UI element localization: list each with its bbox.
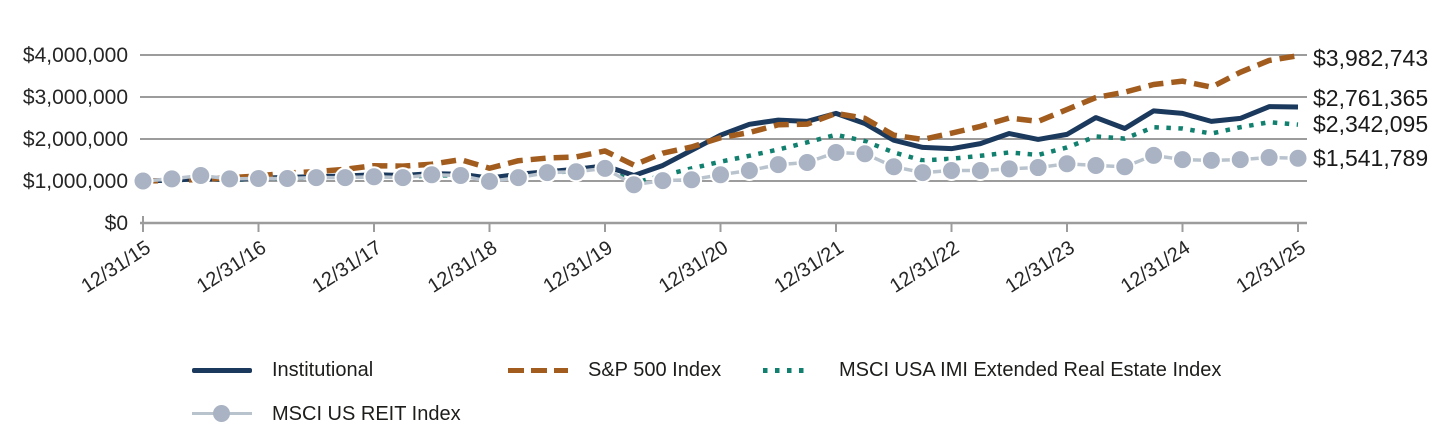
sp500-line-swatch [508, 367, 568, 373]
chart-plot-area: $0 $1,000,000 $2,000,000 $3,000,000 $4,000,0… [23, 44, 1428, 298]
reit-marker [479, 170, 500, 192]
reit-marker [1172, 149, 1193, 171]
reit-marker [536, 162, 558, 184]
reit-marker [334, 167, 356, 189]
reit-marker [421, 164, 443, 186]
msci-imi-line-swatch [763, 367, 811, 373]
reit-marker [507, 167, 529, 189]
reit-marker [1200, 149, 1222, 171]
reit-marker [796, 152, 818, 174]
series-end-value-label: $3,982,743 [1313, 45, 1428, 71]
reit-marker [363, 166, 385, 188]
reit-marker [1229, 149, 1251, 171]
msci-reit-line-swatch [192, 405, 252, 423]
legend-item-institutional: Institutional [192, 358, 373, 382]
reit-marker [825, 141, 847, 163]
reit-marker [1085, 154, 1107, 176]
legend-item-msci-imi: MSCI USA IMI Extended Real Estate Index [763, 358, 1221, 382]
legend-label-msci-imi: MSCI USA IMI Extended Real Estate Index [839, 358, 1222, 381]
reit-marker [219, 168, 241, 190]
x-axis-tick-label: 12/31/22 [886, 237, 963, 298]
x-axis-tick-label: 12/31/20 [655, 237, 732, 298]
y-axis-tick-label: $1,000,000 [23, 170, 128, 193]
reit-marker [594, 157, 616, 179]
reit-marker [1287, 147, 1309, 169]
legend-label-msci-reit: MSCI US REIT Index [272, 402, 461, 425]
reit-marker [1027, 157, 1049, 179]
reit-marker [565, 161, 587, 183]
institutional-line-swatch [192, 367, 252, 373]
y-axis-tick-label: $3,000,000 [23, 86, 128, 109]
x-axis-tick-label: 12/31/25 [1232, 237, 1309, 298]
y-axis-tick-label: $0 [105, 212, 128, 235]
legend-label-sp500: S&P 500 Index [588, 358, 722, 381]
reit-marker [969, 160, 991, 181]
x-axis-tick-label: 12/31/16 [193, 237, 270, 298]
reit-marker [276, 167, 298, 189]
reit-marker [767, 154, 789, 176]
reit-marker [392, 167, 414, 189]
reit-marker [1258, 146, 1280, 168]
reit-marker [883, 156, 905, 178]
reit-marker [450, 165, 472, 187]
reit-marker [941, 160, 962, 181]
reit-marker [305, 167, 327, 189]
series-end-value-label: $1,541,789 [1313, 145, 1428, 171]
reit-marker [1114, 156, 1136, 178]
reit-marker [623, 174, 645, 196]
reit-marker [681, 169, 703, 191]
x-axis-tick-label: 12/31/15 [77, 237, 154, 298]
y-axis-tick-label: $4,000,000 [23, 44, 128, 67]
reit-marker [248, 167, 269, 189]
reit-marker [912, 162, 934, 184]
reit-marker [738, 160, 760, 181]
x-axis-tick-label: 12/31/18 [424, 237, 501, 298]
reit-marker [710, 164, 731, 186]
series-end-value-label: $2,761,365 [1313, 85, 1428, 111]
sp500-line [142, 53, 1299, 184]
x-axis-tick-label: 12/31/17 [308, 237, 385, 298]
x-axis-tick-label: 12/31/21 [770, 237, 847, 298]
x-axis-tick-label: 12/31/24 [1117, 237, 1194, 298]
reit-marker [998, 158, 1020, 180]
reit-marker [132, 170, 154, 192]
reit-marker [161, 168, 183, 190]
reit-marker [190, 165, 212, 187]
legend-label-institutional: Institutional [272, 358, 374, 381]
y-axis-tick-label: $2,000,000 [23, 128, 128, 151]
reit-marker [1143, 144, 1165, 166]
x-axis-tick-label: 12/31/23 [1001, 237, 1078, 298]
series-end-value-label: $2,342,095 [1313, 111, 1428, 137]
reit-marker [854, 143, 876, 165]
legend-item-msci-reit: MSCI US REIT Index [192, 402, 461, 426]
legend-item-sp500: S&P 500 Index [508, 358, 721, 382]
reit-marker [1056, 153, 1078, 175]
reit-marker-dot [213, 405, 230, 422]
x-axis-tick-label: 12/31/19 [539, 237, 616, 298]
reit-marker [652, 170, 674, 192]
